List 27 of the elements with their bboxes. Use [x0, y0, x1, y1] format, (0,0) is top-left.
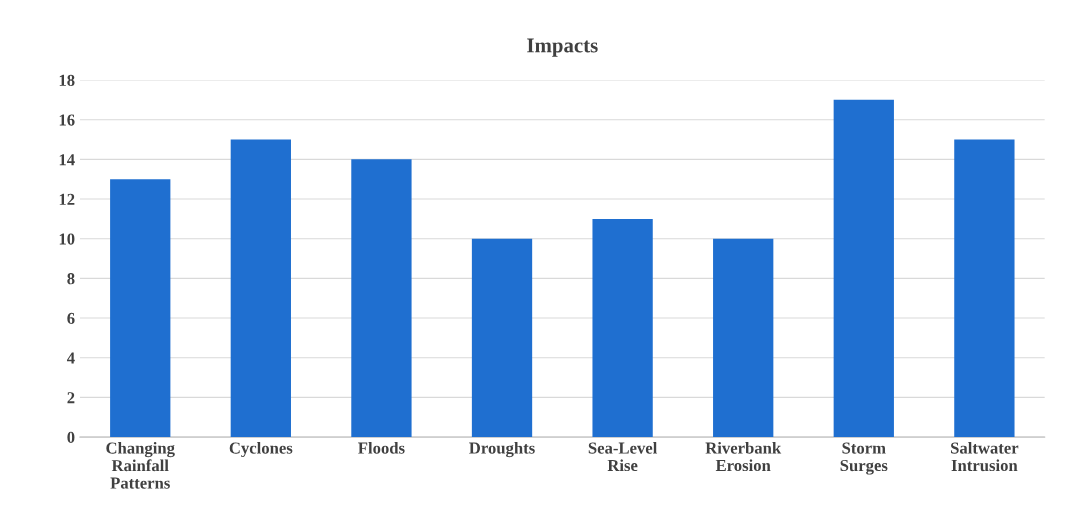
- bar: [713, 238, 774, 438]
- x-tick-label: Changing Rainfall Patterns: [106, 441, 175, 489]
- x-tick-label: Cyclones: [229, 441, 293, 458]
- y-tick-label: 6: [67, 312, 75, 325]
- bar: [230, 139, 291, 438]
- bar: [471, 238, 533, 438]
- bar: [592, 218, 653, 438]
- y-tick-label: 18: [59, 74, 75, 86]
- bar: [110, 179, 171, 438]
- y-tick-label: 16: [59, 114, 75, 126]
- chart-title: Impacts: [527, 38, 598, 57]
- bar: [351, 159, 412, 438]
- y-tick-label: 10: [59, 233, 75, 245]
- x-tick-label: Storm Surges: [840, 442, 888, 475]
- bar: [954, 139, 1015, 438]
- y-tick-label: 8: [67, 273, 75, 285]
- bar: [833, 99, 894, 438]
- y-tick-label: 0: [67, 431, 75, 444]
- x-tick-label: Riverbank Erosion: [705, 441, 782, 472]
- y-tick-label: 2: [67, 392, 75, 404]
- x-tick-label: Saltwater Intrusion: [951, 441, 1019, 472]
- x-tick-label: Sea-Level Rise: [588, 441, 658, 472]
- x-tick-label: Floods: [358, 441, 405, 454]
- x-tick-label: Droughts: [469, 441, 535, 458]
- y-tick-label: 14: [59, 154, 75, 166]
- y-tick-label: 4: [66, 352, 75, 364]
- y-tick-label: 12: [59, 193, 75, 205]
